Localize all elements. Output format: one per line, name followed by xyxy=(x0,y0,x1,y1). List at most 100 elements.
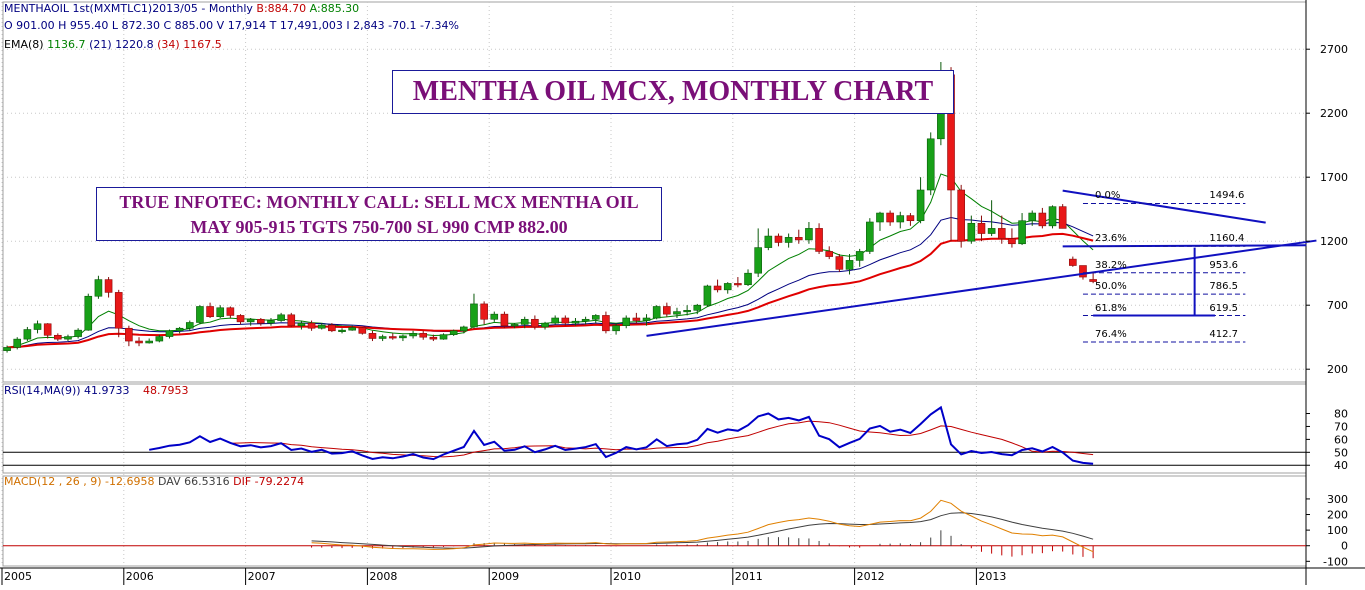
candle-body xyxy=(693,304,702,311)
candle-body xyxy=(480,303,488,320)
candle xyxy=(439,333,448,340)
candle-body xyxy=(531,318,539,328)
candle-body xyxy=(145,340,153,344)
year-label: 2013 xyxy=(978,570,1006,583)
candle xyxy=(206,302,214,318)
candle xyxy=(815,223,823,254)
fib-value-label: 412.7 xyxy=(1209,328,1239,340)
price-tick-label: 2200 xyxy=(1320,107,1348,120)
candle-body xyxy=(825,251,834,257)
candle-body xyxy=(794,237,803,241)
candle xyxy=(581,316,590,325)
candle-body xyxy=(33,323,42,330)
candle-body xyxy=(876,212,884,223)
candle-body xyxy=(520,318,529,325)
candle-body xyxy=(328,324,336,332)
candle xyxy=(713,279,722,293)
macd-tick-label: 100 xyxy=(1327,524,1348,537)
macd-value: -12.6958 xyxy=(105,475,155,488)
candle xyxy=(957,184,965,248)
candle xyxy=(307,320,316,331)
candle-body xyxy=(246,318,255,323)
candle-body xyxy=(216,307,225,318)
candle xyxy=(997,215,1006,244)
candle-body xyxy=(1069,258,1077,266)
candle xyxy=(165,329,174,339)
ask-text: A:885.30 xyxy=(309,2,360,15)
candle-body xyxy=(1089,279,1097,282)
candle-body xyxy=(673,311,681,315)
candle xyxy=(43,323,52,339)
candle xyxy=(1028,210,1037,226)
candle xyxy=(317,323,326,330)
candle xyxy=(216,305,225,318)
fib-pct-label: 50.0% xyxy=(1094,281,1127,293)
candle-body xyxy=(125,327,133,342)
candle xyxy=(632,312,641,324)
candle-body xyxy=(23,329,32,340)
candle-body xyxy=(1058,206,1067,229)
fib-value-label: 786.5 xyxy=(1209,281,1239,293)
candle-body xyxy=(977,222,986,234)
candle-body xyxy=(267,320,275,324)
candle xyxy=(774,233,783,247)
price-tick-label: 1700 xyxy=(1320,171,1348,184)
candle-body xyxy=(1048,206,1057,227)
call-box: TRUE INFOTEC: MONTHLY CALL: SELL MCX MEN… xyxy=(96,187,662,241)
candle xyxy=(226,306,235,318)
candle xyxy=(3,345,11,353)
candle-body xyxy=(358,327,367,334)
candle-body xyxy=(490,313,499,320)
ohlc-line: O 901.00 H 955.40 L 872.30 C 885.00 V 17… xyxy=(4,19,459,32)
candle xyxy=(845,254,854,275)
candle xyxy=(1038,207,1047,229)
candle xyxy=(642,314,651,326)
macd-panel xyxy=(3,499,1306,559)
year-label: 2009 xyxy=(491,570,519,583)
candle-body xyxy=(155,336,164,342)
candle xyxy=(784,233,793,248)
candle-body xyxy=(1028,212,1037,222)
candle-body xyxy=(632,317,641,321)
candle xyxy=(449,329,458,336)
candle-body xyxy=(277,314,285,321)
rsi-ma-line xyxy=(230,420,1094,458)
fib-pct-label: 23.6% xyxy=(1094,233,1127,245)
candle-body xyxy=(571,320,580,324)
rsi-tick-label: 40 xyxy=(1334,459,1348,472)
candle xyxy=(64,334,72,342)
candle xyxy=(338,328,346,334)
candle xyxy=(409,330,417,339)
candle-body xyxy=(470,303,478,328)
candle xyxy=(246,318,255,326)
ema-label: EMA(8) xyxy=(4,38,44,51)
candle-body xyxy=(13,338,22,348)
candle xyxy=(612,323,620,335)
candle xyxy=(236,314,245,325)
candle xyxy=(104,277,113,298)
candle xyxy=(926,132,935,196)
year-label: 2006 xyxy=(126,570,154,583)
candle-body xyxy=(602,315,610,332)
candle-body xyxy=(1008,238,1016,245)
candle xyxy=(825,246,834,260)
candle-body xyxy=(287,314,296,326)
candle-body xyxy=(622,317,631,326)
candle-body xyxy=(987,228,996,234)
candle-body xyxy=(551,317,559,324)
candle-body xyxy=(439,334,448,340)
candle xyxy=(866,218,874,254)
candle-body xyxy=(683,310,691,313)
ema8-value: 1136.7 xyxy=(47,38,86,51)
candle xyxy=(277,312,285,322)
candle-body xyxy=(185,322,194,329)
price-tick-label: 2700 xyxy=(1320,43,1348,56)
resistance-trendline xyxy=(1062,189,1266,224)
candle-body xyxy=(835,256,844,270)
rsi-value: 41.9733 xyxy=(84,384,130,397)
ema8-line xyxy=(7,173,1094,348)
candle xyxy=(419,330,428,340)
rsi-tick-label: 50 xyxy=(1334,446,1348,459)
